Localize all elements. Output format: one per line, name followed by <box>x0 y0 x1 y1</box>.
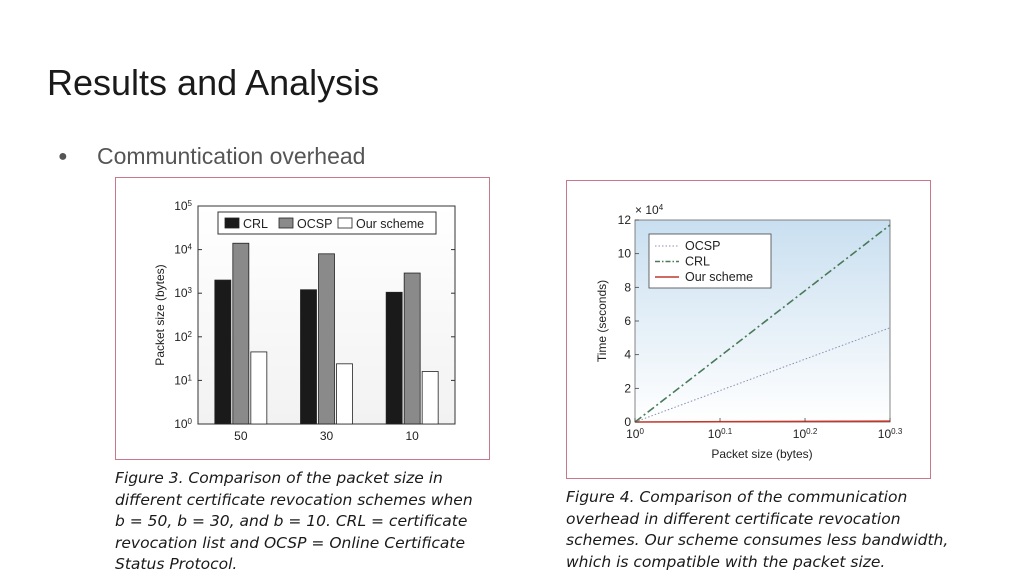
y-tick-label: 101 <box>174 373 192 388</box>
slide-title: Results and Analysis <box>47 62 380 103</box>
caption-line: Status Protocol. <box>115 555 238 573</box>
y-tick-label: 12 <box>618 213 632 227</box>
legend-label: Our scheme <box>685 270 753 284</box>
caption-line: Figure 3. Comparison of the packet size … <box>115 469 443 487</box>
y-axis-label: Packet size (bytes) <box>153 264 167 365</box>
bar <box>421 371 439 425</box>
y-tick-label: 6 <box>624 314 631 328</box>
bullet-text: Communtication overhead <box>97 143 366 169</box>
legend: CRL OCSP Our scheme <box>217 211 437 235</box>
legend-swatch <box>278 217 294 229</box>
bar <box>385 291 403 425</box>
x-tick-label: 100.1 <box>708 427 733 442</box>
x-tick-label: 10 <box>405 429 419 443</box>
legend-label: Our scheme <box>356 217 424 231</box>
x-tick-label: 50 <box>234 429 248 443</box>
x-tick-label: 100 <box>626 427 644 442</box>
bar-chart: 100 101 102 103 104 105 50 30 10 Packet size (b… <box>153 199 456 443</box>
bar <box>214 279 232 425</box>
caption-line: which is compatible with the packet size… <box>566 552 886 571</box>
legend-label: OCSP <box>297 217 332 231</box>
bar <box>232 242 250 425</box>
x-tick-label: 100.2 <box>793 427 818 442</box>
caption-line: revocation list and OCSP = Online Certif… <box>115 533 466 552</box>
line-chart: 0 2 4 6 8 10 12 100 100.1 100.2 100.3 × 104 Time … <box>595 203 903 462</box>
caption-line: schemes. Our scheme consumes less bandwi… <box>566 531 949 549</box>
legend-swatch <box>337 217 353 229</box>
legend-label: CRL <box>243 217 268 231</box>
series-line <box>634 224 891 423</box>
y-axis-label: Time (seconds) <box>595 280 609 362</box>
series-line <box>634 420 891 423</box>
figure-4-caption: Figure 4. Comparison of the communicatio… <box>566 487 948 573</box>
y-tick-label: 102 <box>174 329 192 344</box>
legend-label: CRL <box>685 255 710 269</box>
bar <box>403 272 421 425</box>
y-tick-label: 100 <box>174 417 192 432</box>
caption-line: Figure 4. Comparison of the communicatio… <box>566 488 908 506</box>
caption-line: b = 50, b = 30, and b = 10. CRL = certif… <box>115 512 468 530</box>
bullet-icon: ● <box>58 148 68 165</box>
legend-swatch <box>224 217 240 229</box>
caption-line: overhead in different certificate revoca… <box>566 509 901 528</box>
y-tick-label: 2 <box>624 381 631 395</box>
y-tick-label: 105 <box>174 199 192 214</box>
bar <box>318 253 335 425</box>
y-tick-label: 10 <box>618 247 632 261</box>
y-tick-label: 0 <box>624 415 631 429</box>
x-tick-label: 100.3 <box>878 427 903 442</box>
figure-4: 0 2 4 6 8 10 12 100 100.1 100.2 100.3 × 104 Time … <box>566 180 931 479</box>
bar <box>300 289 317 425</box>
caption-line: different certificate revocation schemes… <box>115 490 473 509</box>
y-tick-label: 104 <box>174 242 192 257</box>
x-axis-label: Packet size (bytes) <box>711 447 812 461</box>
y-tick-label: 4 <box>624 348 631 362</box>
legend-label: OCSP <box>685 239 720 253</box>
bar <box>250 351 268 425</box>
x-tick-label: 30 <box>320 429 334 443</box>
y-multiplier: × 104 <box>635 203 664 218</box>
figure-3: 100 101 102 103 104 105 50 30 10 Packet size (b… <box>115 177 490 460</box>
y-tick-label: 8 <box>624 280 631 294</box>
bar <box>336 363 353 425</box>
y-tick-label: 103 <box>174 286 192 301</box>
figure-3-caption: Figure 3. Comparison of the packet size … <box>115 468 473 576</box>
